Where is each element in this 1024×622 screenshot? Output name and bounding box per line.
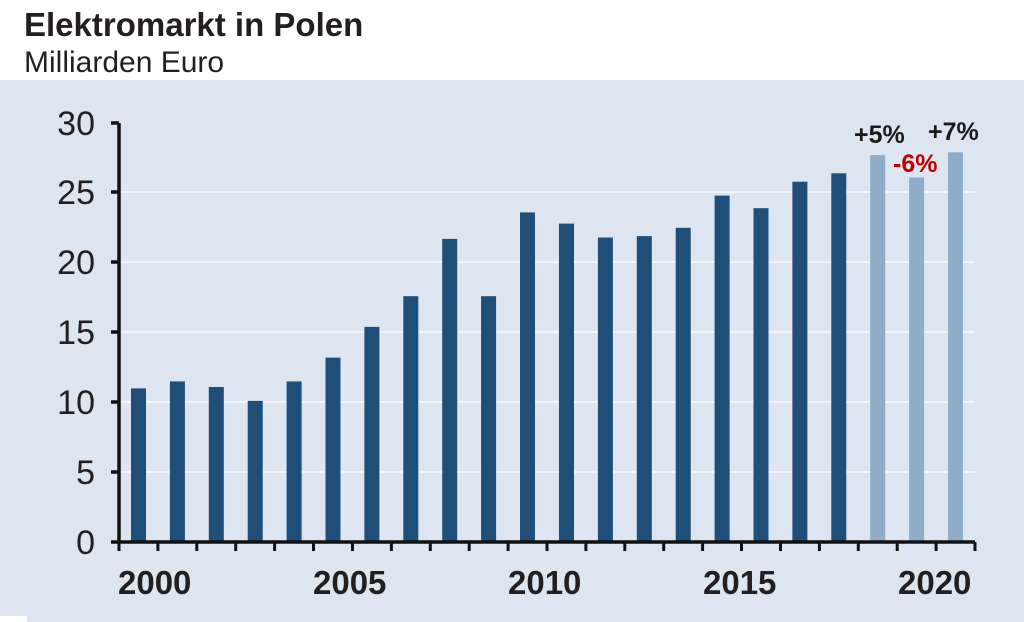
svg-text:25: 25 — [57, 174, 95, 212]
svg-text:10: 10 — [57, 384, 95, 422]
svg-text:20: 20 — [57, 244, 95, 282]
svg-text:2020: 2020 — [898, 564, 971, 601]
svg-text:2010: 2010 — [508, 564, 581, 601]
svg-text:2015: 2015 — [703, 564, 776, 601]
svg-text:2000: 2000 — [118, 564, 191, 601]
svg-text:30: 30 — [57, 105, 95, 143]
svg-text:-6%: -6% — [893, 150, 937, 178]
svg-text:+5%: +5% — [854, 121, 905, 149]
svg-text:15: 15 — [57, 314, 95, 352]
svg-text:+7%: +7% — [928, 118, 979, 146]
svg-text:5: 5 — [76, 454, 95, 492]
svg-text:0: 0 — [76, 524, 95, 562]
svg-text:2005: 2005 — [313, 564, 386, 601]
